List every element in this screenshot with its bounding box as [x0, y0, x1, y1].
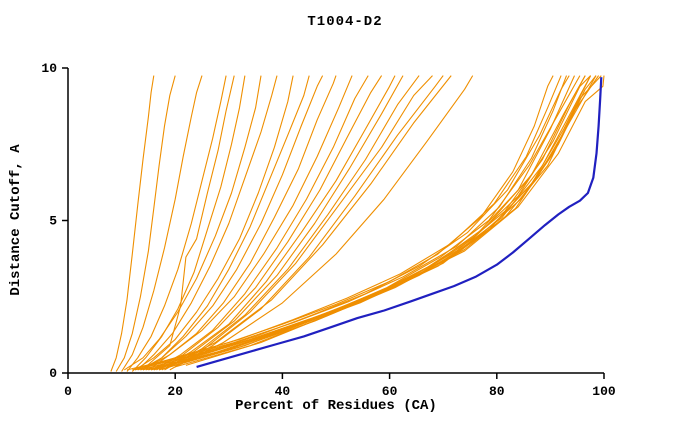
- model-curve: [156, 75, 404, 371]
- model-curve: [174, 75, 474, 368]
- chart-title: T1004-D2: [307, 14, 383, 30]
- model-curve: [140, 75, 324, 371]
- model-curve: [158, 75, 591, 371]
- y-tick-label: 5: [49, 214, 57, 229]
- model-curve: [169, 75, 605, 368]
- x-tick-label: 100: [592, 384, 616, 399]
- highlighted-curve: [196, 77, 603, 368]
- model-curve: [131, 75, 246, 372]
- model-curve: [185, 75, 602, 366]
- model-curve: [145, 75, 592, 371]
- model-curve: [161, 75, 433, 371]
- model-curve: [115, 75, 176, 372]
- x-tick-label: 0: [64, 384, 72, 399]
- model-curve: [142, 75, 310, 371]
- model-curve: [137, 75, 278, 371]
- model-curve: [126, 75, 568, 371]
- y-axis-label: Distance Cutoff, A: [8, 144, 24, 296]
- x-tick-label: 60: [382, 384, 398, 399]
- model-curve: [175, 75, 600, 368]
- model-curve: [158, 75, 396, 371]
- model-curve: [150, 75, 597, 371]
- model-curve: [169, 75, 444, 371]
- model-curve: [164, 75, 420, 371]
- model-curve: [145, 75, 235, 368]
- model-curve: [137, 75, 562, 371]
- model-curve: [121, 75, 203, 372]
- model-curve: [142, 75, 353, 371]
- model-curve: [110, 75, 155, 372]
- model-curve: [150, 75, 383, 371]
- model-curve: [140, 75, 586, 371]
- y-tick-label: 10: [41, 61, 57, 76]
- x-tick-label: 40: [275, 384, 291, 399]
- x-axis-label: Percent of Residues (CA): [235, 398, 437, 414]
- model-curve: [126, 75, 227, 372]
- x-tick-label: 80: [489, 384, 505, 399]
- y-tick-label: 0: [49, 366, 57, 381]
- model-curve: [134, 75, 294, 371]
- x-tick-label: 20: [167, 384, 183, 399]
- model-curve: [166, 75, 452, 368]
- model-curve: [142, 75, 570, 371]
- model-curve: [153, 75, 586, 371]
- model-curve: [153, 75, 369, 371]
- model-curve: [124, 75, 262, 371]
